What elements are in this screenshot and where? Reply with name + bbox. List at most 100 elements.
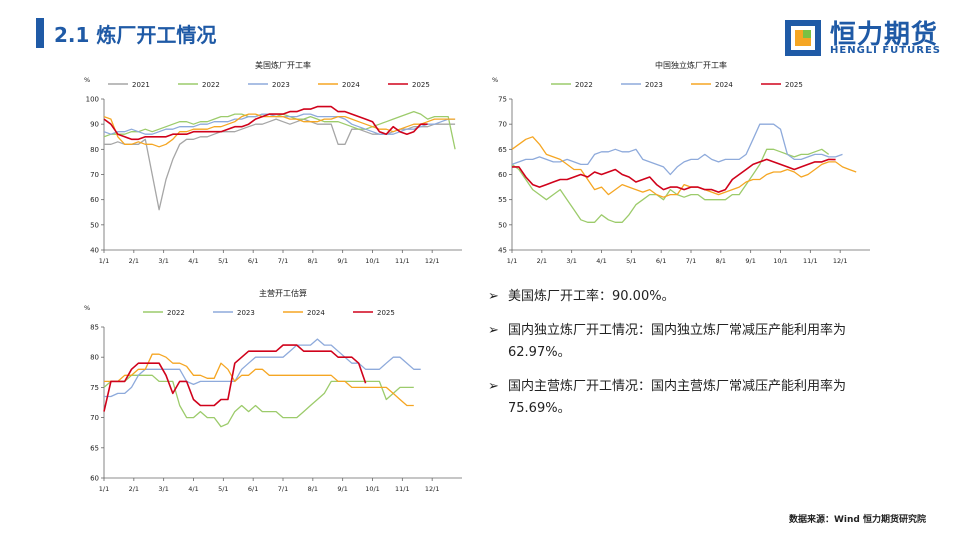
x-tick-label: 1/1 bbox=[99, 257, 109, 265]
legend-label-2023: 2023 bbox=[645, 81, 663, 89]
y-tick-label: 70 bbox=[498, 121, 507, 129]
us-refinery-chart: 美国炼厂开工率 2021 2022 2023 2024 2025% 40 50 60 70 80 90… bbox=[84, 60, 462, 265]
data-source: 数据来源：Wind 恒力期货研究院 bbox=[789, 515, 926, 525]
x-tick-label: 4/1 bbox=[596, 257, 606, 265]
x-tick-label: 9/1 bbox=[745, 257, 755, 265]
legend-label-2023: 2023 bbox=[272, 81, 290, 89]
series-line-2024 bbox=[104, 353, 414, 407]
series-line-2025 bbox=[512, 158, 836, 193]
x-tick-label: 10/1 bbox=[365, 485, 380, 493]
y-tick-label: 70 bbox=[90, 171, 99, 179]
chart-title: 美国炼厂开工率 bbox=[255, 60, 311, 70]
y-tick-label: 75 bbox=[90, 384, 99, 392]
x-tick-label: 9/1 bbox=[337, 257, 347, 265]
title-accent-bar bbox=[36, 18, 44, 48]
x-tick-label: 8/1 bbox=[308, 485, 318, 493]
series-line-2022 bbox=[103, 374, 414, 428]
x-tick-label: 3/1 bbox=[158, 257, 168, 265]
y-axis-unit: % bbox=[84, 304, 90, 312]
legend-label-2025: 2025 bbox=[377, 309, 395, 317]
series-line-2023 bbox=[511, 123, 843, 176]
x-tick-label: 6/1 bbox=[248, 257, 258, 265]
y-tick-label: 65 bbox=[90, 444, 99, 452]
y-tick-label: 90 bbox=[90, 121, 99, 129]
series-line-2024 bbox=[511, 136, 857, 198]
logo-subtext: HENGLI FUTURES bbox=[830, 45, 941, 56]
x-tick-label: 2/1 bbox=[129, 485, 139, 493]
x-tick-label: 10/1 bbox=[773, 257, 788, 265]
x-tick-label: 4/1 bbox=[188, 485, 198, 493]
x-tick-label: 8/1 bbox=[308, 257, 318, 265]
y-tick-label: 80 bbox=[90, 146, 99, 154]
chart-title: 中国独立炼厂开工率 bbox=[655, 60, 727, 70]
x-tick-label: 12/1 bbox=[425, 257, 440, 265]
x-tick-label: 7/1 bbox=[686, 257, 696, 265]
bullet-us-rate: ➢ 美国炼厂开工率：90.00%。 bbox=[488, 286, 888, 308]
legend-label-2024: 2024 bbox=[715, 81, 733, 89]
bullet-state-rate: ➢ 国内主营炼厂开工情况：国内主营炼厂常减压产能利用率为75.69%。 bbox=[488, 376, 888, 420]
china-independent-refinery-chart: 中国独立炼厂开工率 2022 2023 2024 2025% 45 50 55 60 65 70 75… bbox=[492, 60, 870, 265]
legend-label-2025: 2025 bbox=[412, 81, 430, 89]
x-tick-label: 1/1 bbox=[99, 485, 109, 493]
y-tick-label: 85 bbox=[90, 324, 99, 332]
y-tick-label: 65 bbox=[498, 146, 507, 154]
x-tick-label: 1/1 bbox=[507, 257, 517, 265]
x-tick-label: 3/1 bbox=[566, 257, 576, 265]
chart-title: 主营开工估算 bbox=[259, 288, 307, 298]
x-tick-label: 11/1 bbox=[395, 257, 410, 265]
y-tick-label: 75 bbox=[498, 96, 507, 104]
x-tick-label: 3/1 bbox=[158, 485, 168, 493]
bullet-independent-rate: ➢ 国内独立炼厂开工情况：国内独立炼厂常减压产能利用率为62.97%。 bbox=[488, 320, 888, 364]
y-tick-label: 100 bbox=[86, 96, 99, 104]
y-axis-unit: % bbox=[84, 76, 90, 84]
y-tick-label: 80 bbox=[90, 354, 99, 362]
series-line-2023 bbox=[104, 338, 421, 398]
y-tick-label: 50 bbox=[90, 221, 99, 229]
series-line-2022 bbox=[511, 148, 830, 223]
company-logo-icon bbox=[785, 20, 821, 56]
x-tick-label: 5/1 bbox=[218, 257, 228, 265]
x-tick-label: 8/1 bbox=[716, 257, 726, 265]
x-tick-label: 11/1 bbox=[395, 485, 410, 493]
china-state-refinery-chart: 主营开工估算 2022 2023 2024 2025% 60 65 70 75 80 85 1/1 2/… bbox=[84, 288, 462, 493]
x-tick-label: 10/1 bbox=[365, 257, 380, 265]
x-tick-label: 2/1 bbox=[537, 257, 547, 265]
bullet-text: 美国炼厂开工率：90.00%。 bbox=[508, 289, 675, 304]
legend-label-2021: 2021 bbox=[132, 81, 150, 89]
legend-label-2022: 2022 bbox=[167, 309, 185, 317]
logo-text: 恒力期货 bbox=[830, 20, 939, 50]
legend-label-2022: 2022 bbox=[575, 81, 593, 89]
arrow-icon: ➢ bbox=[488, 379, 499, 394]
series-line-2022 bbox=[103, 110, 456, 150]
bullet-list: ➢ 美国炼厂开工率：90.00%。 ➢ 国内独立炼厂开工情况：国内独立炼厂常减压… bbox=[488, 286, 888, 432]
x-tick-label: 9/1 bbox=[337, 485, 347, 493]
y-tick-label: 40 bbox=[90, 247, 99, 255]
series-line-2025 bbox=[103, 105, 428, 141]
page-title: 2.1 炼厂开工情况 bbox=[54, 23, 217, 47]
x-tick-label: 12/1 bbox=[833, 257, 848, 265]
y-tick-label: 50 bbox=[498, 221, 507, 229]
y-axis-unit: % bbox=[492, 76, 498, 84]
arrow-icon: ➢ bbox=[488, 289, 499, 304]
x-tick-label: 4/1 bbox=[188, 257, 198, 265]
legend-label-2025: 2025 bbox=[785, 81, 803, 89]
y-tick-label: 55 bbox=[498, 196, 507, 204]
x-tick-label: 6/1 bbox=[656, 257, 666, 265]
x-tick-label: 5/1 bbox=[218, 485, 228, 493]
series-line-2024 bbox=[103, 113, 456, 148]
x-tick-label: 6/1 bbox=[248, 485, 258, 493]
y-tick-label: 60 bbox=[498, 171, 507, 179]
y-tick-label: 45 bbox=[498, 247, 507, 255]
x-tick-label: 7/1 bbox=[278, 257, 288, 265]
y-tick-label: 60 bbox=[90, 196, 99, 204]
bullet-text: 国内主营炼厂开工情况：国内主营炼厂常减压产能利用率为75.69%。 bbox=[508, 379, 847, 416]
bullet-text: 国内独立炼厂开工情况：国内独立炼厂常减压产能利用率为62.97%。 bbox=[508, 323, 847, 360]
x-tick-label: 7/1 bbox=[278, 485, 288, 493]
x-tick-label: 2/1 bbox=[129, 257, 139, 265]
legend-label-2024: 2024 bbox=[342, 81, 360, 89]
series-line-2025 bbox=[103, 344, 367, 412]
y-tick-label: 60 bbox=[90, 475, 99, 483]
x-tick-label: 12/1 bbox=[425, 485, 440, 493]
legend-label-2023: 2023 bbox=[237, 309, 255, 317]
x-tick-label: 11/1 bbox=[803, 257, 818, 265]
